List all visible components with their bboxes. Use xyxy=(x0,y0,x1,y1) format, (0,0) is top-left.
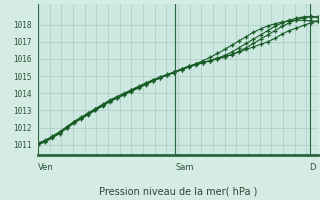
Text: Ven: Ven xyxy=(38,163,54,172)
Text: Sam: Sam xyxy=(175,163,194,172)
Text: Pression niveau de la mer( hPa ): Pression niveau de la mer( hPa ) xyxy=(99,186,257,196)
Text: D: D xyxy=(310,163,316,172)
